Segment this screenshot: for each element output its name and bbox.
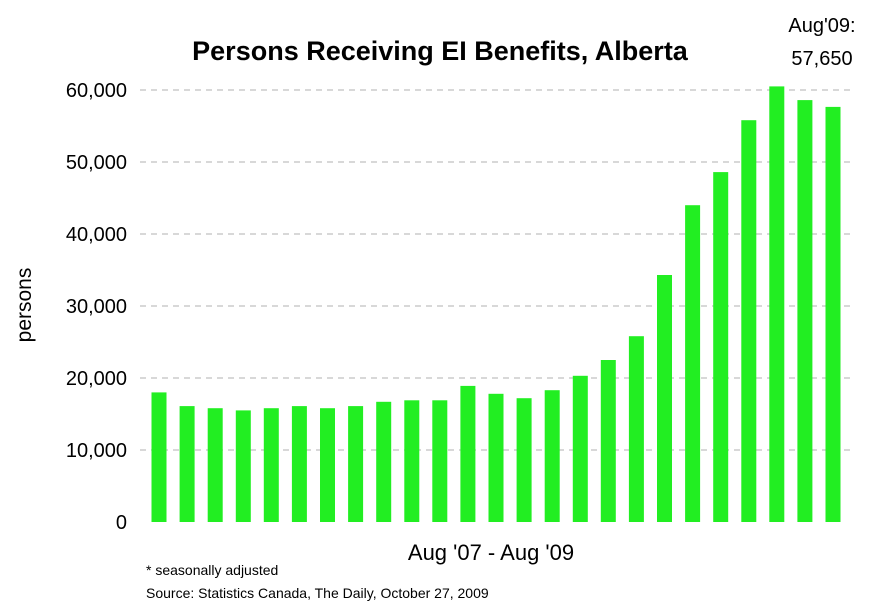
- bar: [404, 400, 420, 522]
- y-tick-label: 10,000: [66, 440, 127, 462]
- chart-title: Persons Receiving EI Benefits, Alberta: [192, 36, 689, 66]
- y-tick-label: 40,000: [66, 224, 127, 246]
- bar: [544, 390, 560, 522]
- bar: [741, 120, 757, 522]
- bar: [179, 406, 195, 522]
- bar: [657, 275, 672, 522]
- bars: [151, 86, 841, 523]
- y-tick-label: 0: [116, 512, 127, 534]
- x-axis-label: Aug '07 - Aug '09: [408, 540, 574, 565]
- bar: [348, 406, 364, 522]
- y-axis-label: persons: [13, 268, 36, 343]
- bar: [291, 406, 307, 522]
- bar: [151, 392, 167, 522]
- bar: [263, 408, 279, 522]
- y-tick-label: 50,000: [66, 152, 127, 174]
- bar: [628, 336, 644, 522]
- bar: [432, 400, 448, 522]
- y-tick-labels: 0 10,000 20,000 30,000 40,000 50,000 60,000: [66, 80, 127, 534]
- bar: [320, 408, 335, 522]
- bar: [376, 401, 392, 522]
- footnote-seasonal: * seasonally adjusted: [146, 562, 278, 578]
- bar: [769, 86, 785, 523]
- bar: [207, 408, 223, 522]
- footnote-source: Source: Statistics Canada, The Daily, Oc…: [146, 585, 489, 601]
- bar: [488, 393, 504, 522]
- bar: [235, 410, 251, 522]
- bar: [572, 375, 588, 522]
- bar: [685, 205, 701, 522]
- bar: [713, 172, 729, 522]
- bar: [600, 360, 616, 522]
- bar: [516, 398, 532, 522]
- annotation-line-2: 57,650: [791, 48, 852, 70]
- y-tick-label: 30,000: [66, 296, 127, 318]
- bar: [460, 385, 476, 522]
- y-tick-label: 20,000: [66, 368, 127, 390]
- y-tick-label: 60,000: [66, 80, 127, 102]
- bar: [825, 106, 841, 523]
- bar: [797, 100, 813, 522]
- annotation-line-1: Aug'09:: [788, 15, 855, 37]
